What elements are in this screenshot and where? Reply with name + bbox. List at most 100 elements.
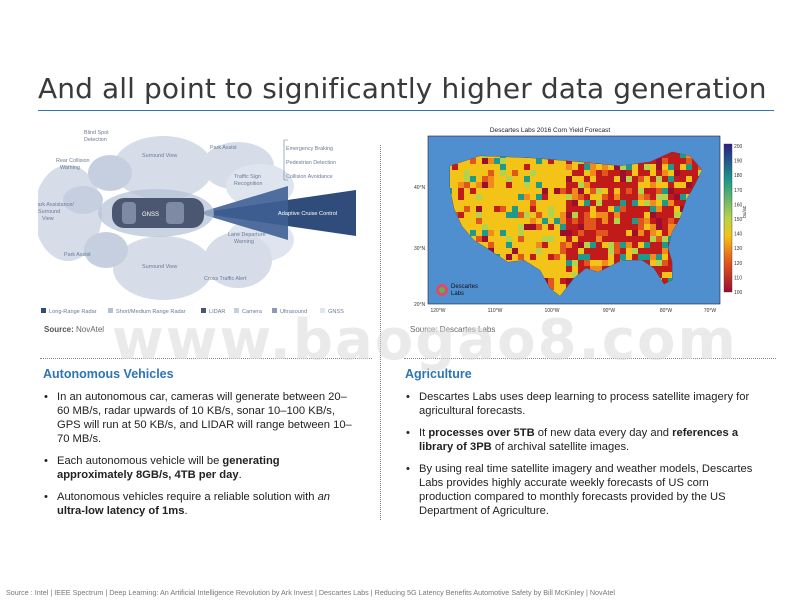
- yield-cell: [596, 164, 602, 170]
- yield-cell: [584, 248, 590, 254]
- yield-cell: [530, 158, 536, 164]
- yield-cell: [548, 212, 554, 218]
- yield-cell: [542, 182, 548, 188]
- yield-cell: [578, 188, 584, 194]
- yield-cell: [476, 218, 482, 224]
- yield-cell: [626, 212, 632, 218]
- yield-cell: [542, 194, 548, 200]
- yield-cell: [506, 188, 512, 194]
- yield-cell: [632, 170, 638, 176]
- yield-cell: [644, 200, 650, 206]
- yield-cell: [482, 164, 488, 170]
- yield-cell: [572, 182, 578, 188]
- yield-cell: [560, 224, 566, 230]
- yield-cell: [554, 248, 560, 254]
- yield-cell: [494, 194, 500, 200]
- yield-cell: [602, 164, 608, 170]
- yield-cells: [450, 152, 702, 296]
- yield-cell: [644, 164, 650, 170]
- yield-cell: [638, 224, 644, 230]
- yield-cell: [470, 206, 476, 212]
- yield-cell: [596, 170, 602, 176]
- yield-cell: [584, 170, 590, 176]
- yield-cell: [470, 182, 476, 188]
- yield-cell: [506, 236, 512, 242]
- yield-cell: [518, 236, 524, 242]
- legend-lidar: LIDAR: [209, 309, 225, 315]
- label-traffic-sign: Traffic Sign Recognition: [234, 174, 262, 187]
- yield-cell: [572, 272, 578, 278]
- yield-cell: [506, 206, 512, 212]
- yield-cell: [542, 170, 548, 176]
- yield-cell: [656, 200, 662, 206]
- yield-cell: [500, 212, 506, 218]
- yield-cell: [482, 158, 488, 164]
- yield-cell: [614, 254, 620, 260]
- yield-cell: [626, 164, 632, 170]
- yield-cell: [674, 212, 680, 218]
- yield-cell: [626, 176, 632, 182]
- yield-cell: [560, 164, 566, 170]
- yield-cell: [632, 236, 638, 242]
- yield-cell: [530, 260, 536, 266]
- yield-cell: [680, 200, 686, 206]
- yield-cell: [488, 176, 494, 182]
- yield-cell: [464, 212, 470, 218]
- yield-cell: [536, 194, 542, 200]
- yield-cell: [650, 242, 656, 248]
- yield-cell: [578, 212, 584, 218]
- legend-long-range-radar: Long-Range Radar: [49, 309, 97, 315]
- map-title: Descartes Labs 2016 Corn Yield Forecast: [490, 127, 611, 134]
- label-emergency-braking: Emergency Braking: [286, 146, 333, 152]
- yield-cell: [596, 224, 602, 230]
- yield-cell: [458, 206, 464, 212]
- yield-cell: [614, 164, 620, 170]
- left-section-rule: [40, 358, 372, 359]
- yield-cell: [602, 260, 608, 266]
- yield-cell: [626, 182, 632, 188]
- yield-cell: [584, 200, 590, 206]
- yield-cell: [488, 164, 494, 170]
- yield-cell: [680, 158, 686, 164]
- yield-cell: [674, 170, 680, 176]
- yield-cell: [542, 242, 548, 248]
- yield-cell: [554, 230, 560, 236]
- yield-cell: [584, 206, 590, 212]
- autonomous-vehicles-heading: Autonomous Vehicles: [43, 367, 174, 381]
- yield-cell: [602, 218, 608, 224]
- yield-cell: [530, 200, 536, 206]
- yield-cell: [536, 230, 542, 236]
- yield-cell: [548, 254, 554, 260]
- yield-cell: [620, 182, 626, 188]
- yield-cell: [620, 194, 626, 200]
- yield-cell: [488, 236, 494, 242]
- yield-cell: [674, 158, 680, 164]
- yield-cell: [554, 266, 560, 272]
- yield-cell: [596, 206, 602, 212]
- yield-cell: [602, 224, 608, 230]
- yield-cell: [644, 260, 650, 266]
- yield-cell: [650, 224, 656, 230]
- yield-cell: [542, 200, 548, 206]
- yield-cell: [596, 200, 602, 206]
- yield-cell: [500, 224, 506, 230]
- yield-cell: [632, 218, 638, 224]
- yield-cell: [560, 284, 566, 290]
- legend-swatch-short-radar: [108, 308, 113, 313]
- yield-cell: [602, 176, 608, 182]
- yield-cell: [602, 188, 608, 194]
- yield-cell: [500, 158, 506, 164]
- yield-cell: [578, 182, 584, 188]
- yield-cell: [596, 236, 602, 242]
- yield-cell: [482, 242, 488, 248]
- lon-tick-100: 100°W: [544, 308, 559, 314]
- yield-cell: [662, 212, 668, 218]
- yield-cell: [524, 248, 530, 254]
- yield-cell: [602, 212, 608, 218]
- yield-cell: [578, 266, 584, 272]
- agri-bullet-text: of new data every day and: [534, 427, 673, 439]
- yield-cell: [644, 212, 650, 218]
- yield-cell: [608, 230, 614, 236]
- yield-cell: [506, 182, 512, 188]
- yield-cell: [530, 230, 536, 236]
